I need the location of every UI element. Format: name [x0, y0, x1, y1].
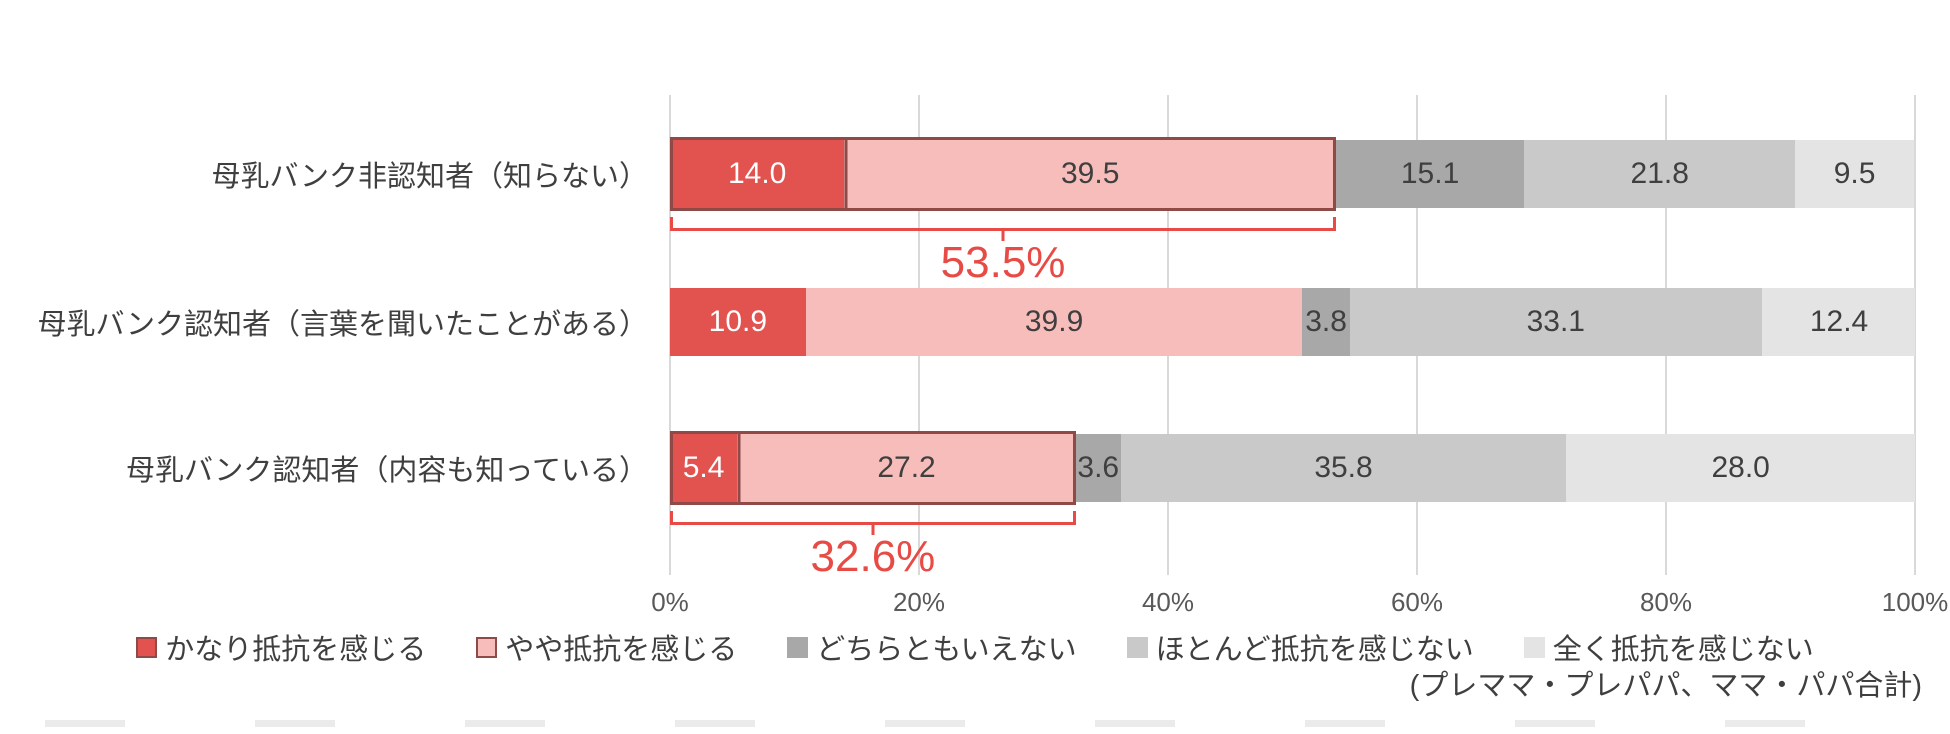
cropped-next-row-artifact: [45, 720, 1905, 727]
legend-label: どちらともいえない: [816, 634, 1077, 666]
bar-segment: 39.9: [805, 288, 1303, 356]
annotation-percentage-label: 32.6%: [810, 532, 936, 581]
segment-value-label: 14.0: [727, 157, 787, 190]
legend-marker: [787, 636, 809, 658]
bar-segment: 3.8: [1302, 288, 1350, 356]
chart-footnote: (プレママ・プレパパ、ママ・パパ合計): [1409, 670, 1922, 702]
annotation-bracket-stem: [1001, 231, 1005, 241]
bar-row: 14.0 39.5 15.1 21.8 9.5: [670, 140, 1915, 208]
legend-marker: [476, 636, 498, 658]
bar-segment: 9.5: [1795, 140, 1914, 208]
annotation-bracket-stem: [871, 525, 875, 535]
highlight-outline: [670, 431, 1076, 505]
bar-segment: 12.4: [1761, 288, 1915, 356]
annotation-percentage-label: 53.5%: [940, 238, 1066, 287]
bar-segment: 14.0: [670, 140, 845, 208]
x-axis-tick-label: 40%: [1141, 587, 1195, 617]
segment-value-label: 21.8: [1630, 157, 1689, 190]
legend-marker: [1126, 636, 1148, 658]
legend-marker: [1523, 636, 1545, 658]
segment-value-label: 5.4: [682, 451, 725, 484]
x-axis-tick-label: 20%: [892, 587, 946, 617]
bar-segment: 10.9: [670, 288, 806, 356]
segment-value-label: 3.8: [1305, 305, 1347, 338]
legend-label: やや抵抗を感じる: [505, 634, 738, 666]
category-label: 母乳バンク認知者（言葉を聞いたことがある）: [37, 309, 648, 341]
segment-value-label: 15.1: [1400, 157, 1460, 190]
highlight-segment-divider: [737, 434, 741, 502]
category-label: 母乳バンク認知者（内容も知っている）: [125, 455, 648, 487]
legend-item: かなり抵抗を感じる: [136, 626, 426, 668]
segment-value-label: 28.0: [1711, 451, 1770, 484]
bar-segment: 28.0: [1566, 434, 1915, 502]
legend: かなり抵抗を感じる やや抵抗を感じる どちらともいえない ほとんど抵抗を感じない 全く抵…: [0, 626, 1950, 668]
bar-segment: 21.8: [1524, 140, 1796, 208]
bar-segment: 27.2: [737, 434, 1076, 502]
category-label: 母乳バンク非認知者（知らない）: [211, 161, 648, 193]
bar-row: 10.9 39.9 3.8 33.1 12.4: [670, 288, 1915, 356]
segment-value-label: 27.2: [877, 451, 936, 484]
segment-value-label: 9.5: [1833, 157, 1876, 190]
annotation-bracket: [670, 217, 1337, 231]
highlight-outline: [670, 137, 1337, 211]
x-axis-tick-label: 100%: [1881, 587, 1949, 617]
plot-area: 0% 20% 40% 60% 80% 100% 14.0 39.5 15.1 21.8 9.5 10.…: [651, 95, 1948, 617]
legend-item: どちらともいえない: [787, 626, 1077, 668]
segment-value-label: 35.8: [1314, 451, 1373, 484]
highlight-segment-divider: [844, 140, 848, 208]
segment-value-label: 12.4: [1809, 305, 1869, 338]
bar-row: 5.4 27.2 3.6 35.8 28.0: [670, 434, 1915, 502]
segment-value-label: 39.5: [1060, 157, 1120, 190]
x-axis-tick-label: 80%: [1639, 587, 1693, 617]
bar-segment: 15.1: [1336, 140, 1525, 208]
x-axis-tick-label: 60%: [1390, 587, 1444, 617]
segment-value-label: 33.1: [1526, 305, 1585, 338]
bar-segment: 33.1: [1349, 288, 1762, 356]
bar-segment: 5.4: [670, 434, 738, 502]
x-axis-tick-label: 0%: [651, 587, 689, 617]
legend-item: 全く抵抗を感じない: [1523, 626, 1814, 668]
legend-marker: [136, 636, 158, 658]
legend-label: かなり抵抗を感じる: [165, 634, 427, 666]
legend-label: ほとんど抵抗を感じない: [1155, 634, 1474, 666]
annotation-bracket: [670, 511, 1076, 525]
legend-item: やや抵抗を感じる: [476, 626, 737, 668]
bar-segment: 35.8: [1120, 434, 1567, 502]
bar-segment: 39.5: [844, 140, 1337, 208]
gridline: [1914, 95, 1916, 575]
legend-item: ほとんど抵抗を感じない: [1126, 626, 1474, 668]
bar-segment: 3.6: [1075, 434, 1121, 502]
segment-value-label: 3.6: [1077, 451, 1120, 484]
segment-value-label: 39.9: [1024, 305, 1084, 338]
segment-value-label: 10.9: [708, 305, 768, 338]
legend-label: 全く抵抗を感じない: [1552, 634, 1814, 666]
